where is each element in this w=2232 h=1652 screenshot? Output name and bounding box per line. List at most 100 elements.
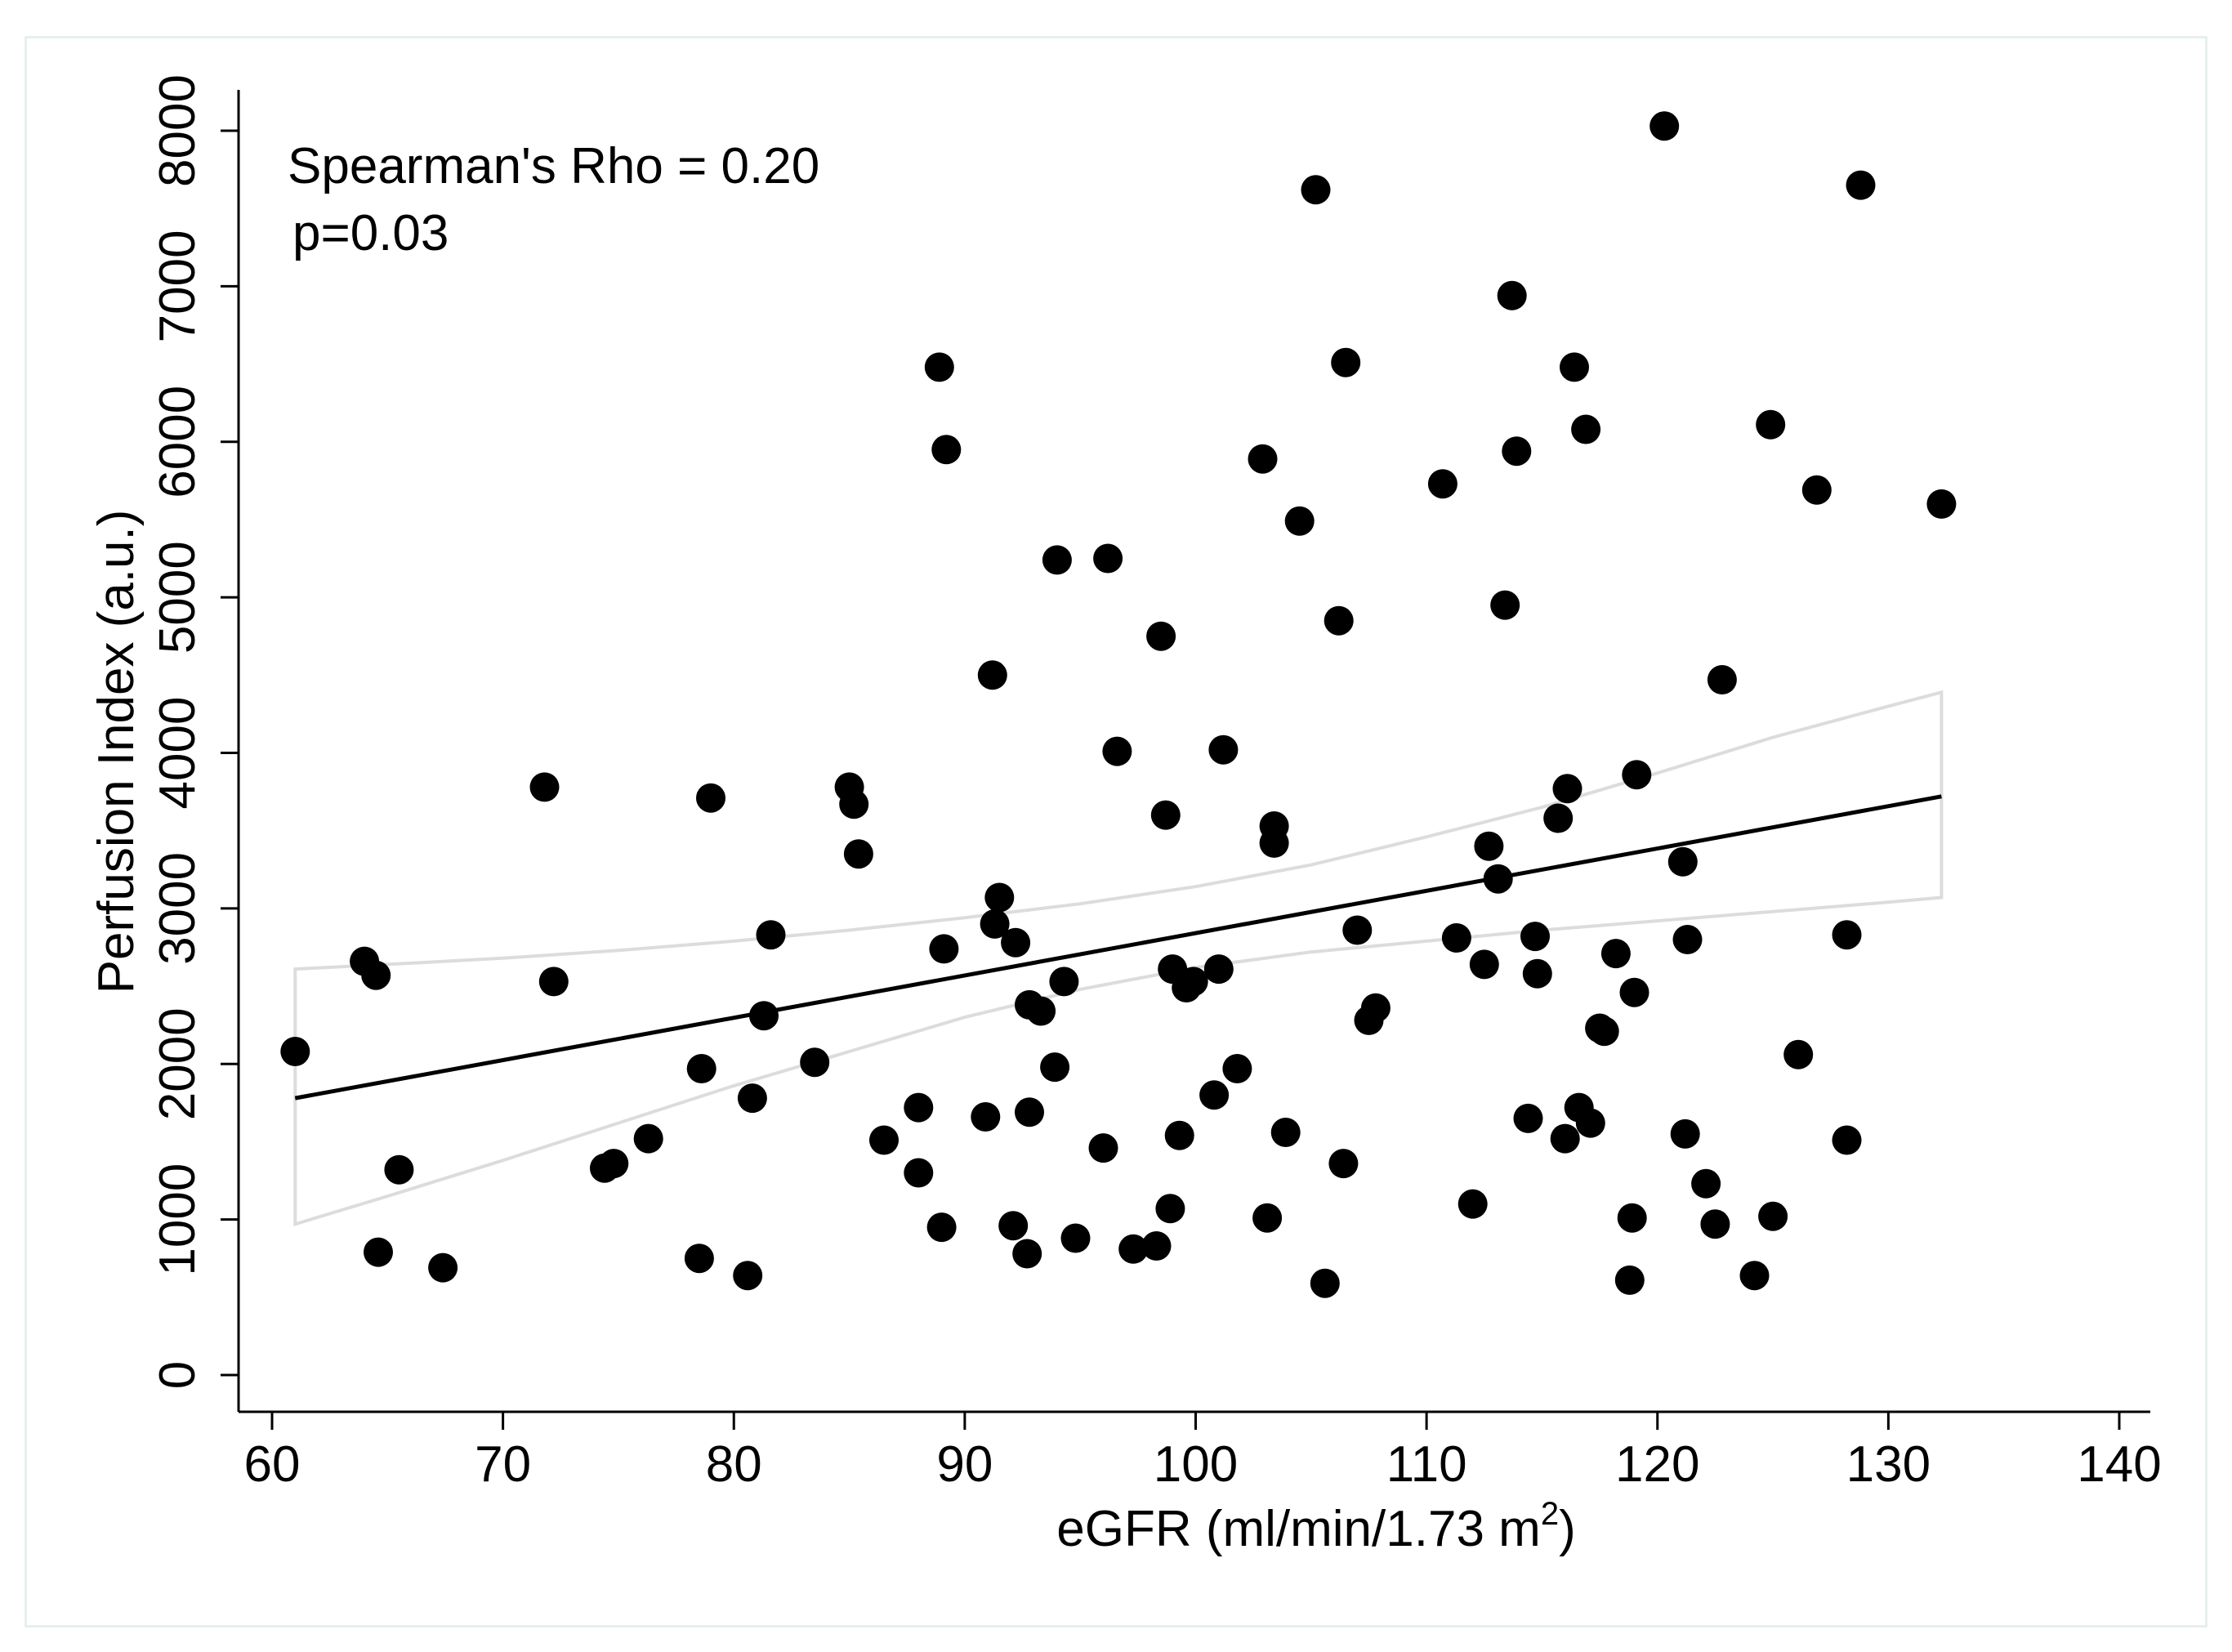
data-point — [1270, 1118, 1301, 1147]
confidence-band — [293, 690, 1944, 1226]
data-point — [904, 1158, 934, 1188]
data-point — [1700, 1209, 1730, 1239]
x-tick-label: 70 — [475, 1436, 531, 1493]
data-point — [1093, 543, 1123, 574]
p-value-annotation: p=0.03 — [292, 205, 449, 261]
data-point — [800, 1047, 830, 1078]
data-point — [1571, 414, 1601, 444]
data-point — [1474, 831, 1504, 861]
y-tick-label: 0 — [150, 1361, 206, 1389]
data-point — [1622, 760, 1652, 790]
data-point — [1502, 436, 1532, 467]
y-tick-label: 1000 — [150, 1163, 206, 1276]
y-tick-label: 3000 — [150, 852, 206, 965]
data-point — [1670, 1118, 1700, 1149]
data-point — [737, 1083, 767, 1114]
data-point — [1707, 665, 1737, 694]
data-point — [1550, 1123, 1580, 1154]
data-point — [428, 1252, 458, 1283]
data-point — [1324, 605, 1354, 636]
data-point — [1520, 922, 1550, 952]
data-point — [1042, 545, 1072, 575]
data-point — [1522, 958, 1552, 989]
data-point — [1926, 489, 1957, 519]
x-tick-label: 130 — [1846, 1436, 1931, 1493]
data-point — [1015, 1097, 1044, 1127]
data-point — [538, 967, 569, 997]
x-axis-title-main: eGFR (ml/min/1.73 m — [1056, 1501, 1541, 1557]
data-point — [926, 1212, 957, 1243]
y-tick-label: 2000 — [150, 1007, 206, 1120]
data-point — [684, 1243, 714, 1274]
data-point — [931, 435, 962, 465]
data-point — [1469, 949, 1499, 980]
data-point — [1691, 1168, 1721, 1199]
data-point — [1049, 967, 1079, 997]
y-tick-label: 7000 — [150, 230, 206, 342]
data-point — [1164, 1120, 1194, 1150]
data-point — [843, 839, 873, 869]
data-point — [384, 1154, 414, 1185]
data-point — [1026, 996, 1056, 1026]
data-point — [529, 772, 560, 802]
data-point — [1758, 1201, 1788, 1231]
data-point — [1155, 1194, 1185, 1224]
data-point — [1284, 506, 1315, 536]
data-point — [1252, 1203, 1283, 1233]
data-point — [1801, 475, 1832, 505]
figure-frame — [25, 36, 2207, 1627]
regression-line — [294, 794, 1942, 1101]
data-point — [1118, 1234, 1149, 1264]
axes-layer: 60 70 80 90 100 110 120 130 140 0 1000 2000 3000 4000… — [150, 74, 2162, 1493]
x-tick-label: 140 — [2077, 1436, 2161, 1493]
x-axis-title-close: ) — [1559, 1501, 1576, 1557]
data-point — [1672, 925, 1703, 954]
data-point — [1203, 954, 1234, 985]
data-point — [733, 1261, 763, 1291]
x-axis-title: eGFR (ml/min/1.73 m2) — [1056, 1496, 1575, 1557]
data-point — [1497, 280, 1527, 310]
y-axis-title: Perfusion Index (a.u.) — [88, 510, 145, 994]
data-point — [686, 1054, 716, 1083]
data-point — [904, 1092, 934, 1123]
data-point — [1619, 977, 1649, 1007]
data-point — [1427, 469, 1457, 499]
data-point — [1342, 915, 1373, 945]
data-point — [1552, 774, 1582, 804]
data-point — [1756, 409, 1786, 440]
data-point — [1199, 1080, 1230, 1110]
data-point — [1248, 444, 1278, 474]
data-point — [1088, 1133, 1118, 1163]
x-axis-title-superscript: 2 — [1541, 1496, 1559, 1532]
data-point — [633, 1123, 663, 1154]
data-point — [1832, 920, 1862, 950]
data-point — [1328, 1149, 1359, 1179]
data-point — [1457, 1189, 1488, 1219]
data-point — [1360, 993, 1391, 1023]
data-point — [1040, 1052, 1070, 1083]
data-point — [980, 909, 1010, 939]
data-point — [1301, 175, 1331, 205]
data-point — [1222, 1054, 1252, 1083]
data-point — [1146, 621, 1176, 651]
data-point — [1310, 1268, 1340, 1298]
y-tick-label: 5000 — [150, 541, 206, 654]
data-point — [1589, 1016, 1619, 1047]
data-point — [984, 882, 1015, 913]
spearman-rho-annotation: Spearman's Rho = 0.20 — [288, 138, 819, 194]
y-tick-label: 6000 — [150, 386, 206, 498]
data-point — [1102, 736, 1132, 766]
data-point — [971, 1102, 1001, 1132]
data-points-layer — [280, 111, 1957, 1298]
data-point — [1141, 1231, 1172, 1261]
data-point — [1012, 1239, 1042, 1269]
data-point — [1614, 1265, 1645, 1295]
data-point — [1483, 864, 1513, 894]
y-tick-label: 4000 — [150, 697, 206, 810]
y-tick-label: 8000 — [150, 74, 206, 187]
data-point — [1739, 1261, 1770, 1291]
data-point — [1575, 1108, 1605, 1138]
data-point — [1208, 734, 1239, 765]
data-point — [929, 934, 959, 964]
data-point — [749, 1001, 779, 1031]
